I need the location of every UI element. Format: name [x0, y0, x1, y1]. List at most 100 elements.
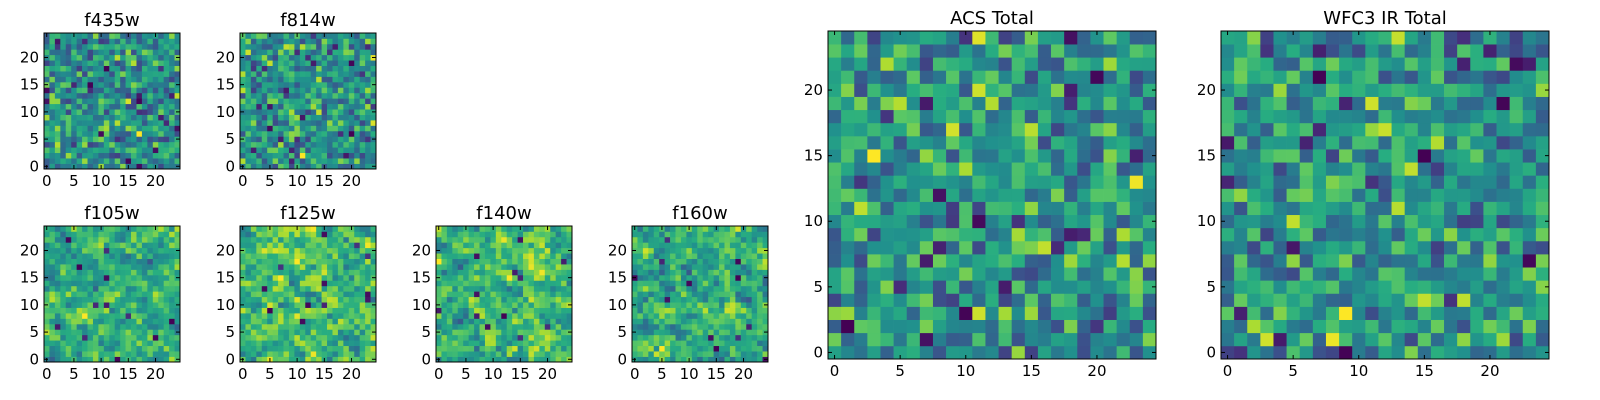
- heatmap-cell: [1522, 175, 1537, 189]
- heatmap-cell: [120, 274, 126, 281]
- heatmap-cell: [1286, 332, 1301, 347]
- heatmap-cell: [1011, 227, 1026, 242]
- heatmap-cell: [533, 258, 540, 265]
- heatmap-cell: [1470, 240, 1484, 255]
- heatmap-cell: [1037, 162, 1052, 176]
- heatmap-cell: [1339, 345, 1353, 360]
- heatmap-cell: [828, 135, 842, 150]
- heatmap-cell: [321, 345, 328, 352]
- heatmap-cell: [1365, 162, 1379, 176]
- heatmap-cell: [131, 302, 137, 308]
- heatmap-cell: [365, 130, 371, 137]
- heatmap-cell: [54, 92, 61, 99]
- heatmap-cell: [751, 334, 758, 341]
- heatmap-cell: [125, 269, 132, 276]
- heatmap-cell: [267, 109, 273, 115]
- heatmap-cell: [327, 158, 333, 164]
- heatmap-cell: [348, 329, 355, 336]
- heatmap-cell: [343, 269, 350, 276]
- heatmap-cell: [359, 120, 366, 126]
- heatmap-cell: [735, 313, 742, 319]
- heatmap-cell: [441, 323, 448, 330]
- heatmap-cell: [452, 302, 459, 308]
- heatmap-cell: [1299, 345, 1314, 360]
- heatmap-cell: [359, 340, 366, 347]
- heatmap-cell: [1129, 31, 1144, 45]
- heatmap-cell: [1221, 267, 1235, 281]
- heatmap-cell: [245, 296, 252, 303]
- heatmap-cell: [49, 76, 56, 83]
- heatmap-cell: [528, 231, 535, 238]
- heatmap-cell: [463, 345, 469, 352]
- heatmap-cell: [1470, 254, 1484, 268]
- heatmap-cell: [659, 269, 665, 276]
- heatmap-cell: [757, 345, 763, 352]
- heatmap-cell: [998, 345, 1013, 360]
- heatmap-cell: [1051, 319, 1065, 334]
- heatmap-cell: [44, 296, 50, 303]
- heatmap-cell: [463, 231, 469, 238]
- heatmap-cell: [441, 258, 448, 265]
- heatmap-cell: [54, 253, 61, 259]
- heatmap-cell: [702, 236, 709, 243]
- heatmap-cell: [479, 274, 486, 281]
- heatmap-cell: [131, 356, 137, 363]
- heatmap-cell: [114, 147, 121, 154]
- heatmap-cell: [141, 130, 148, 137]
- heatmap-cell: [1077, 345, 1091, 360]
- heatmap-cell: [54, 65, 61, 72]
- heatmap-cell: [648, 296, 655, 303]
- heatmap-cell: [359, 291, 366, 298]
- heatmap-cell: [512, 340, 518, 347]
- heatmap-cell: [708, 296, 714, 303]
- heatmap-cell: [474, 274, 480, 281]
- heatmap-cell: [906, 280, 921, 294]
- heatmap-cell: [98, 274, 105, 281]
- heatmap-cell: [719, 313, 725, 319]
- heatmap-cell: [354, 141, 361, 148]
- heatmap-cell: [44, 130, 50, 137]
- y-tick-label: 20: [804, 81, 823, 99]
- heatmap-cell: [60, 109, 67, 115]
- heatmap-cell: [484, 269, 491, 276]
- heatmap-cell: [686, 247, 693, 254]
- heatmap-cell: [327, 269, 333, 276]
- heatmap-cell: [343, 136, 350, 143]
- heatmap-cell: [1090, 201, 1104, 216]
- heatmap-cell: [757, 253, 763, 259]
- heatmap-cell: [365, 236, 371, 243]
- heatmap-cell: [158, 87, 165, 94]
- heatmap-cell: [1129, 319, 1144, 334]
- heatmap-cell: [327, 253, 333, 259]
- heatmap-cell: [468, 274, 475, 281]
- heatmap-cell: [642, 318, 649, 325]
- heatmap-cell: [299, 125, 306, 132]
- heatmap-cell: [566, 242, 573, 249]
- heatmap-cell: [719, 269, 725, 276]
- heatmap-cell: [468, 291, 475, 298]
- heatmap-cell: [1090, 332, 1104, 347]
- heatmap-cell: [1496, 345, 1510, 360]
- heatmap-cell: [288, 43, 295, 50]
- heatmap-cell: [637, 329, 644, 336]
- y-tick-label: 0: [421, 350, 431, 368]
- heatmap-cell: [44, 285, 50, 292]
- heatmap-cell: [82, 81, 88, 88]
- heatmap-cell: [305, 114, 312, 121]
- heatmap-cell: [539, 253, 546, 259]
- heatmap-cell: [729, 323, 736, 330]
- heatmap-cell: [919, 214, 934, 229]
- heatmap-cell: [332, 296, 339, 303]
- heatmap-cell: [305, 242, 312, 249]
- heatmap-cell: [250, 136, 257, 143]
- heatmap-cell: [1077, 267, 1091, 281]
- y-tick-label: 10: [216, 296, 235, 314]
- heatmap-cell: [250, 242, 257, 249]
- heatmap-cell: [82, 65, 88, 72]
- heatmap-cell: [120, 334, 126, 341]
- heatmap-cell: [288, 65, 295, 72]
- heatmap-cell: [92, 81, 99, 88]
- heatmap-cell: [555, 329, 562, 336]
- heatmap-cell: [305, 92, 312, 99]
- heatmap-cell: [125, 345, 132, 352]
